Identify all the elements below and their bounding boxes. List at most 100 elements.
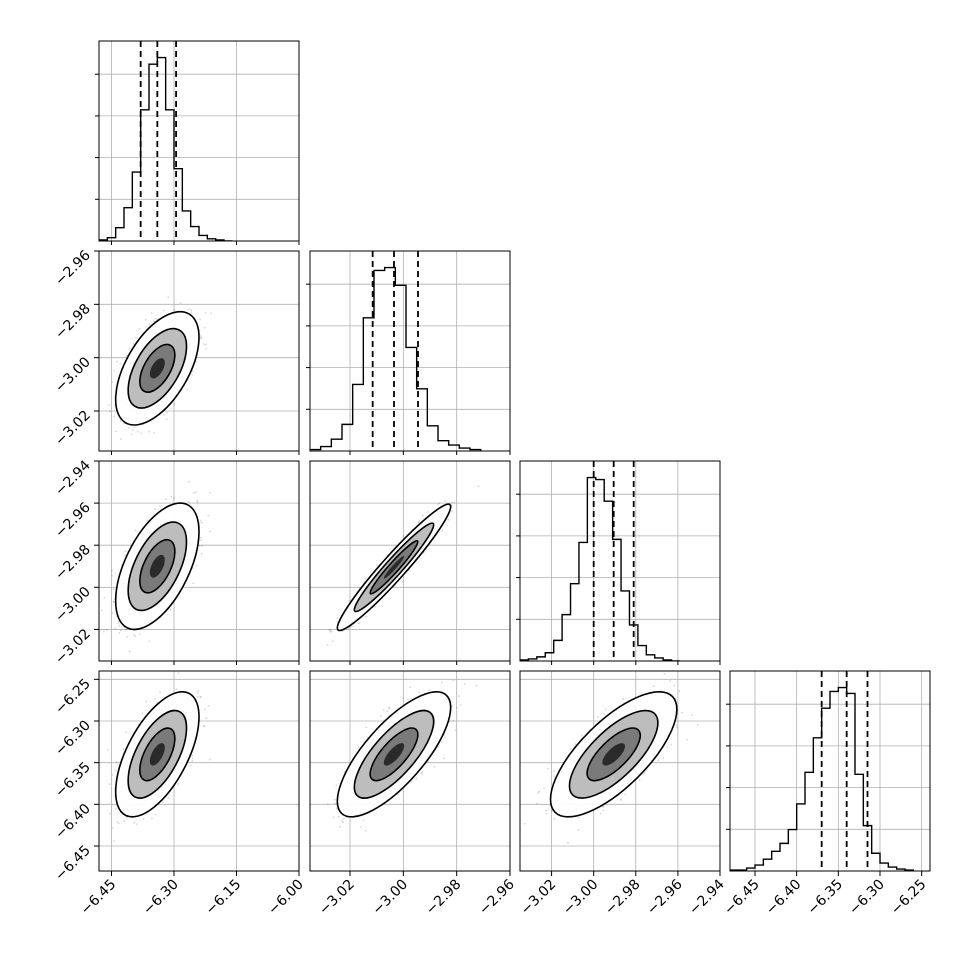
scatter-point (112, 601, 115, 603)
scatter-point (133, 633, 135, 636)
scatter-point (113, 840, 115, 842)
scatter-point (173, 403, 176, 406)
scatter-point (191, 759, 194, 762)
scatter-point (167, 296, 170, 299)
scatter-point (195, 564, 198, 567)
scatter-point (111, 774, 114, 777)
scatter-point (145, 700, 148, 703)
scatter-point (199, 536, 202, 539)
scatter-point (450, 501, 453, 504)
scatter-point (91, 679, 93, 681)
scatter-point (111, 612, 114, 615)
scatter-point (417, 521, 420, 524)
scatter-point (133, 426, 135, 429)
scatter-point (105, 628, 108, 631)
scatter-point (200, 539, 202, 541)
scatter-point (328, 629, 331, 632)
scatter-point (172, 497, 175, 499)
scatter-point (189, 308, 192, 311)
scatter-point (146, 519, 149, 522)
scatter-point (209, 758, 211, 761)
hist-panel-1 (310, 251, 510, 451)
scatter-point (199, 337, 202, 340)
scatter-point (138, 633, 141, 635)
scatter-point (103, 630, 105, 633)
scatter-point (365, 615, 367, 618)
scatter-point (134, 529, 137, 532)
scatter-point (130, 433, 133, 436)
scatter-point (131, 429, 134, 431)
scatter-point (194, 491, 197, 494)
hist-panel-0 (99, 41, 299, 241)
scatter-point (148, 323, 151, 326)
scatter-point (154, 318, 157, 320)
scatter-point (145, 318, 148, 321)
scatter-point (137, 430, 139, 433)
scatter-point (117, 622, 120, 625)
scatter-point (329, 628, 332, 631)
scatter-point (124, 550, 127, 553)
scatter-point (188, 501, 191, 504)
scatter-point (203, 708, 206, 711)
scatter-point (477, 485, 480, 488)
scatter-panel-1-0 (99, 251, 299, 451)
histogram-bar (730, 686, 915, 871)
scatter-point (113, 415, 116, 418)
scatter-point (138, 327, 141, 330)
scatter-point (133, 821, 136, 824)
scatter-point (124, 554, 126, 556)
scatter-point (357, 622, 360, 625)
scatter-point (111, 574, 114, 577)
scatter-point (119, 363, 122, 365)
scatter-point (140, 432, 143, 435)
scatter-point (436, 503, 439, 506)
scatter-point (336, 621, 339, 623)
scatter-point (109, 812, 112, 815)
scatter-point (125, 731, 127, 734)
scatter-point (166, 411, 168, 414)
scatter-point (427, 511, 429, 513)
hist-panel-3 (730, 671, 930, 871)
scatter-point (190, 310, 193, 312)
scatter-point (358, 587, 361, 589)
scatter-point (186, 388, 188, 391)
scatter-point (438, 502, 441, 505)
scatter-point (154, 813, 157, 816)
scatter-point (446, 524, 448, 527)
scatter-point (201, 545, 204, 547)
scatter-point (122, 422, 125, 425)
scatter-point (376, 564, 379, 567)
scatter-point (132, 343, 135, 345)
scatter-point (120, 629, 122, 632)
scatter-point (173, 308, 176, 311)
scatter-point (177, 782, 180, 785)
scatter-point (125, 628, 127, 631)
scatter-point (108, 783, 111, 785)
scatter-point (207, 705, 210, 707)
scatter-point (118, 632, 121, 634)
scatter-point (108, 404, 110, 406)
scatter-point (179, 302, 182, 304)
scatter-point (117, 822, 120, 825)
scatter-point (326, 644, 329, 646)
scatter-point (112, 600, 115, 603)
scatter-point (191, 370, 194, 373)
scatter-point (374, 606, 377, 608)
scatter-point (118, 624, 121, 627)
scatter-point (159, 505, 161, 507)
scatter-point (207, 514, 210, 517)
scatter-point (451, 510, 453, 513)
scatter-point (154, 508, 157, 511)
scatter-point (203, 326, 206, 329)
histogram-bar (520, 476, 680, 661)
scatter-point (418, 519, 421, 522)
scatter-point (198, 544, 201, 547)
scatter-point (202, 343, 205, 345)
scatter-point (162, 309, 165, 312)
scatter-point (451, 504, 453, 507)
histogram-bar (310, 266, 482, 451)
scatter-point (162, 413, 165, 416)
scatter-point (200, 335, 202, 337)
scatter-point (114, 627, 117, 630)
scatter-point (188, 480, 190, 483)
